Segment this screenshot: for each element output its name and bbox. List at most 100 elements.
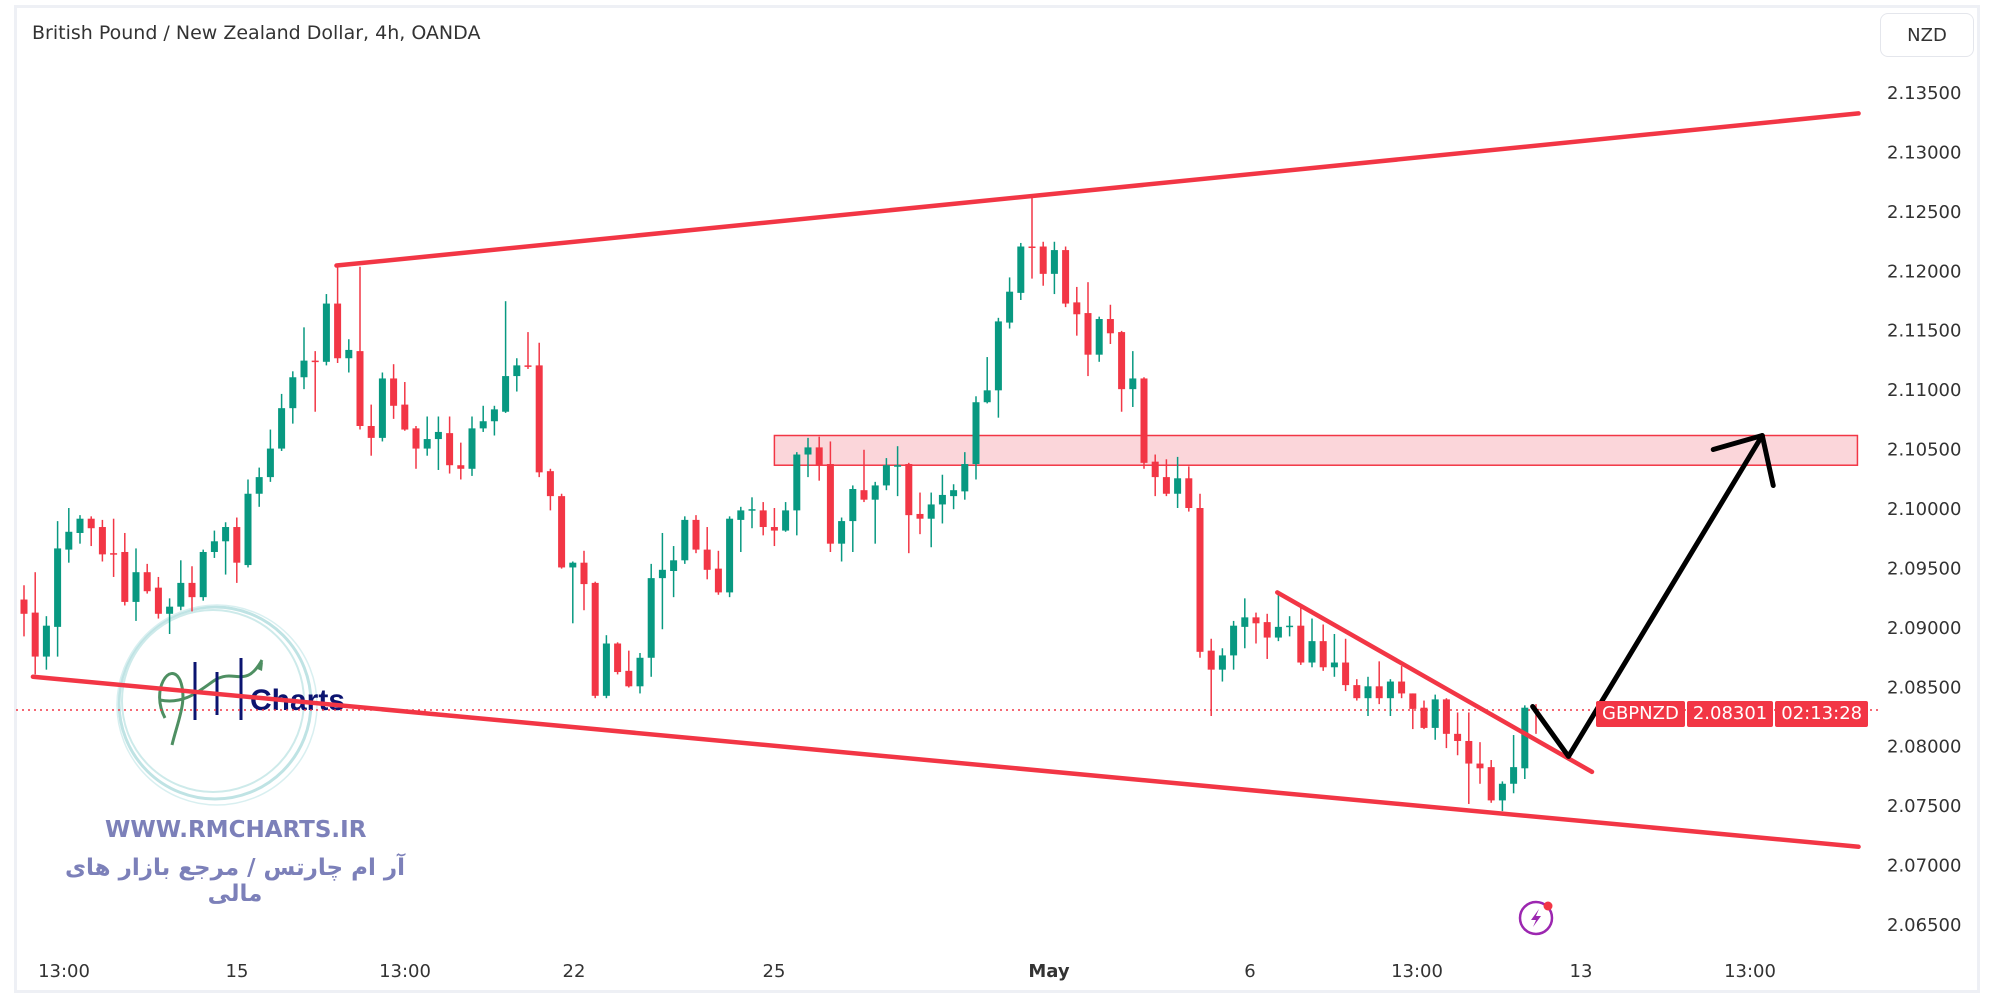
candle	[479, 405, 487, 432]
candle	[569, 561, 577, 624]
chart-title: British Pound / New Zealand Dollar, 4h, …	[32, 22, 481, 44]
candle-body	[860, 490, 868, 500]
candle-body	[1039, 246, 1047, 274]
candle-body	[737, 510, 745, 520]
candle	[367, 404, 375, 456]
candle-body	[1162, 477, 1170, 494]
candle	[188, 566, 196, 612]
candle-body	[468, 428, 476, 469]
candle-body	[658, 569, 666, 579]
candle-body	[98, 527, 106, 555]
candle	[31, 572, 39, 675]
candle	[1297, 607, 1305, 665]
candle	[378, 372, 386, 442]
candle	[177, 560, 185, 611]
bar-countdown: 02:13:28	[1775, 701, 1869, 727]
candle-body	[882, 465, 890, 486]
price-tick-label: 2.10500	[1887, 440, 1961, 461]
currency-button[interactable]: NZD	[1880, 13, 1974, 57]
candle-body	[1498, 783, 1506, 801]
candle-body	[1510, 767, 1518, 784]
candle	[300, 327, 308, 390]
candle-body	[266, 448, 274, 478]
candle-body	[490, 409, 498, 422]
price-tick-label: 2.07000	[1887, 856, 1961, 877]
candle-body	[1442, 699, 1450, 734]
candle	[166, 598, 174, 635]
candle	[535, 342, 543, 478]
candle-body	[233, 527, 241, 563]
watermark-website: WWW.RMCHARTS.IR	[105, 817, 367, 843]
candle-body	[983, 390, 991, 403]
candle	[614, 642, 622, 675]
candle-body	[1521, 707, 1529, 769]
candle	[334, 265, 342, 364]
candle	[1498, 781, 1506, 812]
candle-body	[1476, 763, 1484, 769]
time-tick-label: 13	[1570, 961, 1593, 982]
candle	[1006, 277, 1014, 329]
candle	[849, 485, 857, 552]
time-tick-label: 13:00	[1724, 961, 1776, 982]
candle-body	[927, 504, 935, 519]
price-tick-label: 2.09000	[1887, 618, 1961, 639]
candle	[961, 452, 969, 500]
candle-body	[670, 560, 678, 572]
time-tick-label: 15	[226, 961, 249, 982]
candle-body	[1308, 641, 1316, 663]
candle	[1196, 493, 1204, 658]
candle-body	[401, 404, 409, 430]
candle	[658, 532, 666, 630]
candle	[311, 351, 319, 412]
candle	[1241, 598, 1249, 649]
candle	[1129, 351, 1137, 407]
candle	[770, 508, 778, 547]
candle-body	[334, 303, 342, 359]
candle-body	[569, 562, 577, 568]
candle-body	[457, 465, 465, 469]
candle-body	[300, 360, 308, 378]
candle	[546, 468, 554, 511]
candle	[65, 508, 73, 563]
time-axis[interactable]: 13:00 15 13:00 22 25 May 6 13:00 13 13:00	[38, 961, 1776, 982]
candle	[278, 393, 286, 451]
candle	[838, 517, 846, 562]
candle-body	[1084, 313, 1092, 355]
candle	[625, 650, 633, 688]
price-axis[interactable]: 2.13500 2.13000 2.12500 2.12000 2.11500 2.110…	[1887, 83, 1961, 936]
candle	[233, 517, 241, 583]
price-tick-label: 2.07500	[1887, 796, 1961, 817]
candle	[1286, 616, 1294, 637]
candle	[401, 382, 409, 431]
candle	[87, 516, 95, 547]
candle	[121, 532, 129, 606]
candle-body	[714, 568, 722, 593]
candle	[322, 294, 330, 366]
price-tick-label: 2.08500	[1887, 677, 1961, 698]
watermark-tagline: آر ام چارتس / مرجع بازار های مالی	[64, 855, 406, 907]
candle	[1342, 638, 1350, 692]
candle-body	[479, 421, 487, 429]
candle	[860, 449, 868, 503]
lightning-circle-icon[interactable]	[1518, 900, 1554, 936]
candle	[1454, 712, 1462, 756]
candle-body	[1073, 302, 1081, 315]
candle-body	[345, 349, 353, 359]
candle	[815, 436, 823, 481]
candle-body	[1095, 319, 1103, 355]
candle-body	[838, 521, 846, 544]
candle-body	[1218, 655, 1226, 670]
candle-body	[423, 439, 431, 449]
candle-body	[804, 447, 812, 455]
candle-body	[390, 378, 398, 406]
candle	[882, 458, 890, 491]
candle	[558, 493, 566, 569]
candle	[412, 425, 420, 469]
candle-body	[1118, 332, 1126, 390]
candle-body	[210, 541, 218, 552]
candle	[894, 446, 902, 497]
price-tick-label: 2.13000	[1887, 142, 1961, 163]
time-tick-label: 6	[1244, 961, 1255, 982]
candle-body	[255, 477, 263, 494]
